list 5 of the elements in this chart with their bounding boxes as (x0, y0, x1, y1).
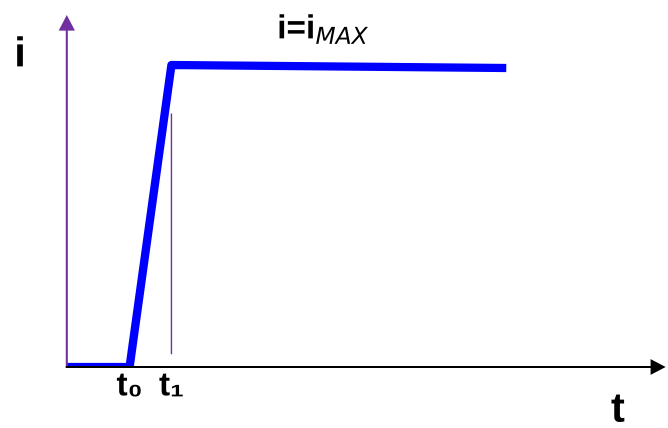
x-tick-label: t₁ (159, 374, 183, 396)
x-axis-title: t (611, 394, 624, 422)
y-axis-title: i (17, 36, 23, 66)
text: i=i$_{MAX}$ (280, 14, 368, 44)
x-tick-label: t₀ (116, 374, 141, 397)
